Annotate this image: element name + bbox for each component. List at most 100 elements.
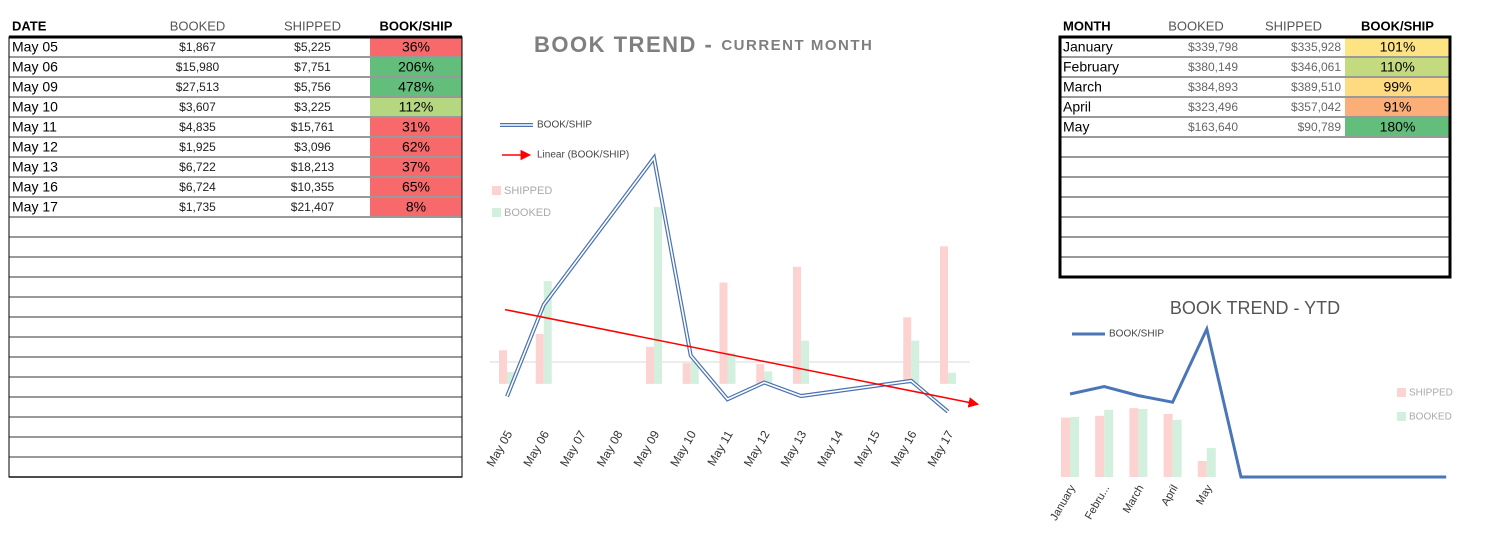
- ratio-cell: [370, 78, 462, 97]
- cell: $15,761: [291, 120, 335, 134]
- bar: [1070, 416, 1079, 477]
- x-tick-label: May 06: [520, 428, 552, 469]
- cell: $21,407: [291, 200, 335, 214]
- cell: $1,867: [179, 40, 216, 54]
- bar: [801, 340, 809, 384]
- column-header: BOOK/SHIP: [1361, 18, 1434, 33]
- cell: 180%: [1380, 119, 1416, 135]
- trend-line: [504, 308, 980, 408]
- legend-label: BOOK/SHIP: [537, 120, 592, 131]
- x-tick-label: April: [1159, 483, 1180, 508]
- bar: [654, 206, 662, 384]
- legend-label: Linear (BOOK/SHIP): [537, 150, 629, 161]
- row-label: May 09: [12, 79, 58, 95]
- x-tick-label: May 13: [778, 428, 810, 469]
- ratio-cell: [1345, 118, 1450, 137]
- x-tick-label: May 14: [814, 428, 846, 469]
- x-tick-label: May 11: [704, 428, 736, 469]
- row-label: May 12: [12, 139, 58, 155]
- ratio-cell: [370, 118, 462, 137]
- cell: $5,756: [294, 80, 331, 94]
- x-tick-label: January: [1048, 483, 1078, 523]
- legend-label: SHIPPED: [1409, 388, 1453, 399]
- cell: 37%: [402, 159, 430, 175]
- cell: $380,149: [1188, 60, 1238, 74]
- cell: $1,925: [179, 140, 216, 154]
- cell: $335,928: [1291, 40, 1341, 54]
- x-tick-label: May 12: [741, 428, 773, 469]
- cell: $6,724: [179, 180, 216, 194]
- row-label: March: [1063, 79, 1102, 95]
- cell: $339,798: [1188, 40, 1238, 54]
- cell: $5,225: [294, 40, 331, 54]
- cell: $3,607: [179, 100, 216, 114]
- cell: 91%: [1383, 99, 1411, 115]
- cell: $323,496: [1188, 100, 1238, 114]
- bar: [1138, 408, 1148, 477]
- cell: $6,722: [179, 160, 216, 174]
- bar: [690, 360, 699, 384]
- ratio-cell: [1345, 78, 1450, 97]
- cell: $18,213: [291, 160, 335, 174]
- row-label: May 10: [12, 99, 58, 115]
- cell: $27,513: [176, 80, 220, 94]
- bar: [764, 371, 773, 384]
- legend-label: BOOKED: [504, 207, 551, 219]
- legend-swatch: [492, 208, 501, 217]
- bar: [948, 372, 956, 384]
- cell: 112%: [399, 99, 434, 115]
- legend-label: BOOKED: [1409, 412, 1452, 423]
- cell: 36%: [402, 39, 430, 55]
- cell: 110%: [1380, 59, 1415, 75]
- title: BOOK TREND -: [534, 32, 713, 57]
- legend-swatch: [492, 186, 501, 195]
- bar: [1129, 408, 1139, 477]
- row-label: January: [1063, 39, 1113, 55]
- legend-label: BOOK/SHIP: [1109, 329, 1164, 340]
- bar: [507, 371, 515, 384]
- cell: 8%: [406, 199, 426, 215]
- cell: $3,096: [294, 140, 331, 154]
- cell: $357,042: [1291, 100, 1341, 114]
- x-tick-label: Febru...: [1083, 483, 1112, 522]
- x-tick-label: May 05: [484, 428, 516, 469]
- cell: $163,640: [1188, 120, 1238, 134]
- column-header: SHIPPED: [1265, 18, 1322, 33]
- ratio-cell: [370, 58, 462, 77]
- bar: [1163, 413, 1173, 477]
- legend-label: SHIPPED: [504, 185, 552, 197]
- chart-title: BOOK TREND - CURRENT MONTH: [534, 32, 873, 57]
- legend-swatch: [1397, 412, 1406, 421]
- ratio-cell: [1345, 38, 1450, 57]
- row-label: May 16: [12, 179, 58, 195]
- row-label: May 13: [12, 159, 58, 175]
- cell: $1,735: [179, 200, 216, 214]
- bar: [1104, 409, 1114, 477]
- cell: 206%: [398, 59, 434, 75]
- line: [1069, 324, 1447, 479]
- bar: [727, 352, 736, 384]
- ratio-cell: [370, 178, 462, 197]
- cell: $7,751: [294, 60, 331, 74]
- bar: [1197, 460, 1207, 477]
- column-header: BOOKED: [1168, 18, 1224, 33]
- row-label: May 06: [12, 59, 58, 75]
- cell: 62%: [402, 139, 430, 155]
- bar: [682, 363, 691, 384]
- bar: [1206, 448, 1216, 477]
- cell: $10,355: [291, 180, 335, 194]
- column-header: DATE: [12, 18, 47, 33]
- ratio-cell: [1345, 98, 1450, 117]
- cell: $90,789: [1298, 120, 1342, 134]
- ratio-cell: [370, 158, 462, 177]
- x-tick-label: May 15: [851, 428, 883, 469]
- column-header: BOOK/SHIP: [380, 18, 453, 33]
- cell: 65%: [402, 179, 430, 195]
- bar: [535, 334, 544, 384]
- row-label: May 17: [12, 199, 58, 215]
- bar: [646, 346, 654, 384]
- bar: [756, 363, 765, 384]
- table-border: [1058, 35, 1452, 279]
- cell: 478%: [398, 79, 434, 95]
- cell: $4,835: [179, 120, 216, 134]
